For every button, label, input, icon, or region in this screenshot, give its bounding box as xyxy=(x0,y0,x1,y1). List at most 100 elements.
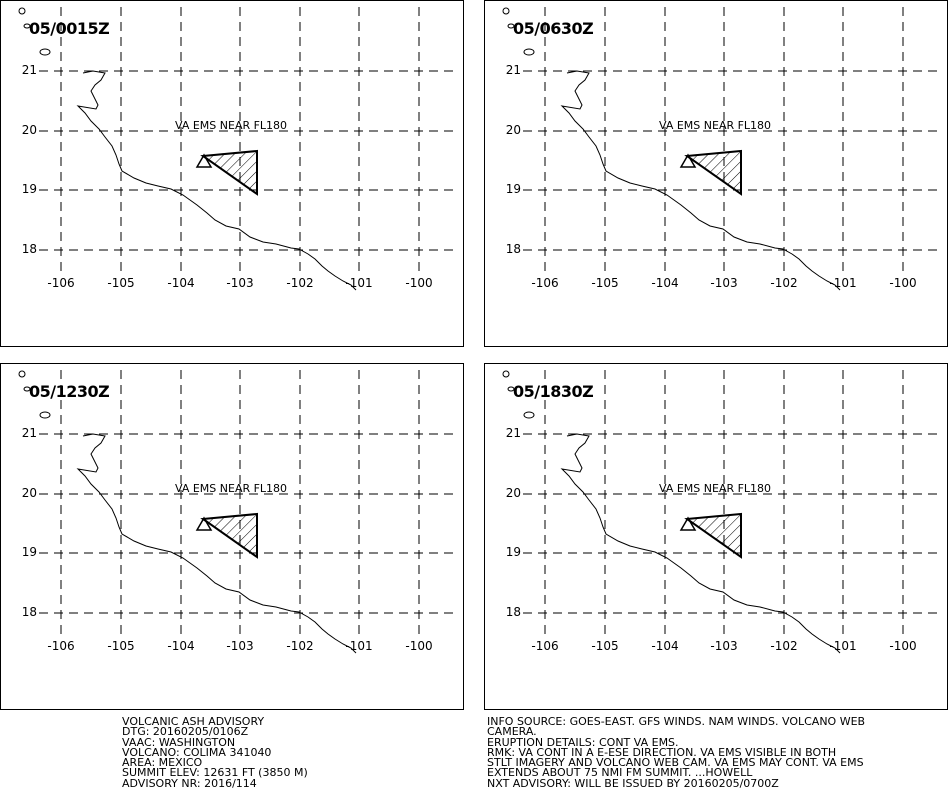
ash-plume-polygon xyxy=(200,512,258,559)
island-outline xyxy=(39,48,51,56)
ash-plume-polygon xyxy=(200,149,258,196)
ash-label: VA EMS NEAR FL180 xyxy=(175,482,288,495)
longitude-label: -100 xyxy=(405,276,433,290)
map-canvas xyxy=(18,370,459,654)
map-panel: 05/1230Z VA EMS NEAR FL180 21 20 19 18 -106 -10… xyxy=(0,363,464,710)
island-outline xyxy=(523,411,535,419)
longitude-label: -101 xyxy=(829,276,857,290)
longitude-label: -105 xyxy=(107,639,135,653)
latitude-label: 20 xyxy=(21,486,37,500)
advisory-line: INFO SOURCE: GOES-EAST. GFS WINDS. NAM W… xyxy=(487,715,866,728)
map-panel: 05/1830Z VA EMS NEAR FL180 21 20 19 18 -106 -10… xyxy=(484,363,948,710)
latitude-label: 18 xyxy=(505,242,521,256)
panel-time-title: 05/1830Z xyxy=(513,382,594,401)
longitude-label: -101 xyxy=(345,639,373,653)
latitude-label: 18 xyxy=(21,242,37,256)
map-panel: 05/0630Z VA EMS NEAR FL180 21 20 19 18 -106 -10… xyxy=(484,0,948,347)
advisory-line: AREA: MEXICO xyxy=(122,756,203,770)
advisory-line: SUMMIT ELEV: 12631 FT (3850 M) xyxy=(122,766,308,780)
latitude-label: 18 xyxy=(21,605,37,619)
latitude-label: 20 xyxy=(505,486,521,500)
latitude-label: 21 xyxy=(505,63,521,77)
volcano-triangle-icon xyxy=(679,153,697,168)
longitude-label: -100 xyxy=(889,276,917,290)
island-outline xyxy=(18,7,26,15)
coastline xyxy=(560,70,841,291)
latitude-label: 18 xyxy=(505,605,521,619)
map-canvas xyxy=(502,7,943,291)
latitude-label: 20 xyxy=(505,123,521,137)
coastline xyxy=(560,433,841,654)
longitude-label: -106 xyxy=(47,639,75,653)
longitude-label: -103 xyxy=(710,639,738,653)
longitude-label: -102 xyxy=(286,276,314,290)
coastline xyxy=(76,70,357,291)
advisory-line: CAMERA. xyxy=(487,725,537,739)
latitude-label: 19 xyxy=(505,545,521,559)
advisory-line: NXT ADVISORY: WILL BE ISSUED BY 20160205… xyxy=(487,776,779,790)
latitude-label: 21 xyxy=(21,426,37,440)
island-outline xyxy=(39,411,51,419)
longitude-label: -103 xyxy=(226,639,254,653)
longitude-label: -105 xyxy=(591,276,619,290)
longitude-label: -104 xyxy=(651,276,679,290)
ash-label: VA EMS NEAR FL180 xyxy=(175,119,288,132)
latitude-label: 21 xyxy=(505,426,521,440)
latitude-label: 19 xyxy=(505,182,521,196)
island-outline xyxy=(18,370,26,378)
ash-label: VA EMS NEAR FL180 xyxy=(659,482,772,495)
longitude-label: -102 xyxy=(770,276,798,290)
advisory-line: STLT IMAGERY AND VOLCANO WEB CAM. VA EMS… xyxy=(487,756,864,770)
island-outline xyxy=(507,386,515,392)
longitude-label: -101 xyxy=(829,639,857,653)
ash-plume-polygon xyxy=(684,149,742,196)
longitude-label: -100 xyxy=(405,639,433,653)
longitude-label: -104 xyxy=(167,276,195,290)
advisory-line: VOLCANO: COLIMA 341040 xyxy=(122,745,272,759)
latitude-label: 19 xyxy=(21,182,37,196)
volcano-triangle-icon xyxy=(195,153,213,168)
longitude-label: -105 xyxy=(107,276,135,290)
map-canvas xyxy=(502,370,943,654)
longitude-label: -103 xyxy=(710,276,738,290)
panel-time-title: 05/1230Z xyxy=(29,382,110,401)
longitude-label: -102 xyxy=(770,639,798,653)
volcano-triangle-icon xyxy=(679,516,697,531)
island-outline xyxy=(507,23,515,29)
island-outline xyxy=(502,7,510,15)
map-panel: 05/0015Z VA EMS NEAR FL180 21 20 19 18 -106 -10… xyxy=(0,0,464,347)
longitude-label: -102 xyxy=(286,639,314,653)
longitude-label: -103 xyxy=(226,276,254,290)
latitude-label: 21 xyxy=(21,63,37,77)
panel-time-title: 05/0630Z xyxy=(513,19,594,38)
longitude-label: -106 xyxy=(531,276,559,290)
ash-plume-polygon xyxy=(684,512,742,559)
advisory-line: VAAC: WASHINGTON xyxy=(122,735,236,749)
island-outline xyxy=(23,386,31,392)
longitude-label: -106 xyxy=(531,639,559,653)
island-outline xyxy=(523,48,535,56)
longitude-label: -104 xyxy=(651,639,679,653)
advisory-details-right: INFO SOURCE: GOES-EAST. GFS WINDS. NAM W… xyxy=(487,715,866,790)
island-outline xyxy=(23,23,31,29)
advisory-header-left: VOLCANIC ASH ADVISORY DTG: 20160205/0106… xyxy=(122,715,308,790)
panel-time-title: 05/0015Z xyxy=(29,19,110,38)
volcano-triangle-icon xyxy=(195,516,213,531)
longitude-label: -100 xyxy=(889,639,917,653)
longitude-label: -105 xyxy=(591,639,619,653)
ash-label: VA EMS NEAR FL180 xyxy=(659,119,772,132)
map-canvas xyxy=(18,7,459,291)
advisory-line: EXTENDS ABOUT 75 NMI FM SUMMIT. ...HOWEL… xyxy=(487,766,753,780)
advisory-line: ERUPTION DETAILS: CONT VA EMS. xyxy=(487,735,679,749)
latitude-label: 19 xyxy=(21,545,37,559)
longitude-label: -106 xyxy=(47,276,75,290)
advisory-line: ADVISORY NR: 2016/114 xyxy=(122,776,257,790)
advisory-line: RMK: VA CONT IN A E-ESE DIRECTION. VA EM… xyxy=(487,745,837,759)
island-outline xyxy=(502,370,510,378)
longitude-label: -104 xyxy=(167,639,195,653)
longitude-label: -101 xyxy=(345,276,373,290)
latitude-label: 20 xyxy=(21,123,37,137)
coastline xyxy=(76,433,357,654)
advisory-line: VOLCANIC ASH ADVISORY xyxy=(122,715,265,728)
advisory-line: DTG: 20160205/0106Z xyxy=(122,725,249,739)
